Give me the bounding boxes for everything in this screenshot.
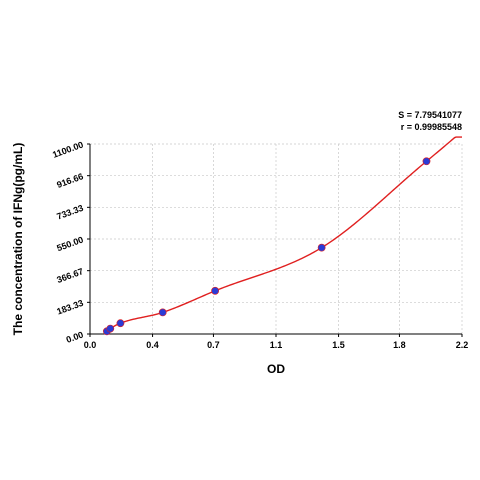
y-tick-label-5: 916.66 [55,171,84,190]
data-point-1 [106,324,115,333]
fit-curve-layer [104,136,462,334]
x-tick-label-3: 1.1 [270,340,283,350]
y-tick-label-1: 183.33 [55,298,84,317]
y-tick-label-3: 550.00 [55,234,84,253]
stat-r: r = 0.99985548 [401,122,462,132]
y-tick-label-4: 733.33 [55,203,84,222]
data-point-6 [422,157,431,166]
data-point-4 [211,286,220,295]
data-point-3 [158,308,167,317]
data-point-5 [317,243,326,252]
x-axis-title: OD [267,362,285,376]
grid [89,143,463,335]
axes [87,143,463,337]
x-tick-label-1: 0.4 [146,340,159,350]
x-tick-labels: 0.0 0.4 0.7 1.1 1.5 1.8 2.2 [84,340,469,350]
x-tick-label-2: 0.7 [207,340,220,350]
y-tick-label-2: 366.67 [55,266,84,285]
y-tick-label-0: 0.00 [65,329,85,344]
data-point-2 [116,319,125,328]
data-points [103,157,431,336]
x-tick-label-0: 0.0 [84,340,97,350]
y-tick-label-6: 1100.00 [51,139,85,159]
y-axis-title: The concentration of IFNg(pg/mL) [11,143,25,336]
stat-s: S = 7.79541077 [398,110,462,120]
x-tick-label-5: 1.8 [393,340,406,350]
x-tick-label-4: 1.5 [332,340,345,350]
x-tick-label-6: 2.2 [456,340,469,350]
y-tick-labels: 0.00 183.33 366.67 550.00 733.33 916.66 1100.0… [51,139,85,344]
fit-curve [104,136,462,334]
